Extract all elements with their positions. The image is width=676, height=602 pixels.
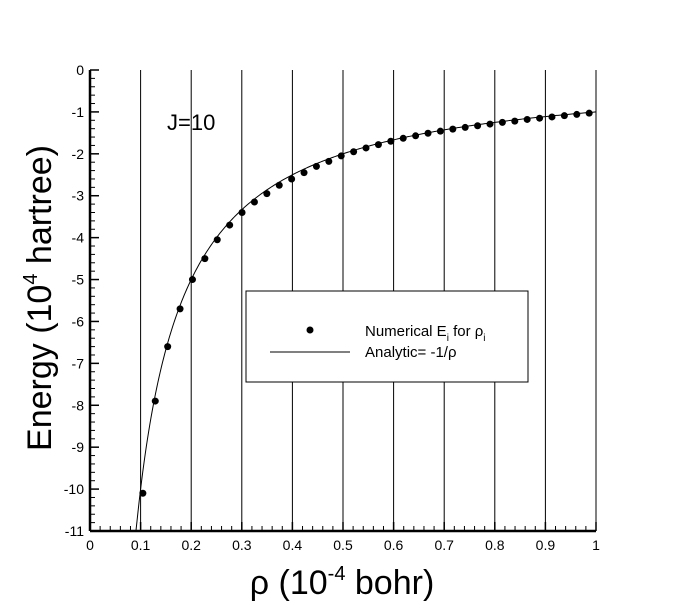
data-point: [374, 141, 382, 149]
data-point: [337, 152, 345, 160]
legend-label-numerical-sub1: i: [447, 333, 449, 344]
data-point: [226, 221, 234, 229]
y-tick-label: -4: [72, 230, 85, 246]
data-point: [523, 115, 531, 123]
y-tick-label: 0: [76, 62, 84, 78]
data-point: [151, 397, 159, 405]
x-tick-label: 0.5: [333, 537, 353, 553]
x-tick-labels: 0 0.1 0.2 0.3 0.4 0.5 0.6 0.7 0.8 0.9 1: [86, 537, 600, 553]
data-point: [486, 120, 494, 128]
y-tick-label: -2: [72, 146, 85, 162]
y-tick-label: -9: [72, 439, 85, 455]
data-point: [436, 127, 444, 135]
data-point: [474, 122, 482, 130]
data-point: [350, 148, 358, 156]
x-tick-label: 0.1: [131, 537, 151, 553]
data-point: [164, 343, 172, 351]
data-point: [213, 236, 221, 244]
x-tick-label: 0.3: [232, 537, 252, 553]
legend-box: [245, 290, 529, 383]
y-tick-labels: 0 -1 -2 -3 -4 -5 -6 -7 -8 -9 -10 -11: [64, 62, 84, 539]
y-tick-label: -3: [72, 188, 85, 204]
data-point: [275, 181, 283, 189]
data-point: [511, 117, 519, 125]
x-axis-ticks: [89, 522, 597, 531]
data-point: [536, 114, 544, 122]
data-point: [201, 255, 209, 263]
x-axis-title-main: ρ (10: [250, 564, 328, 602]
y-axis-title-main: Energy (10: [21, 285, 59, 451]
legend-label-numerical-mid: for ρ: [449, 323, 483, 340]
data-point: [139, 489, 147, 497]
y-tick-label: -11: [65, 523, 84, 539]
y-tick-label: -8: [72, 397, 85, 413]
data-point: [461, 123, 469, 131]
x-tick-label: 0.8: [485, 537, 505, 553]
data-point: [325, 157, 333, 165]
data-point: [250, 198, 258, 206]
annotation-j: J=10: [167, 110, 215, 135]
y-axis-title: Energy (104 hartree): [20, 145, 59, 451]
x-tick-label: 0.7: [434, 537, 454, 553]
legend-label-numerical: Numerical Ei for ρi: [365, 323, 486, 344]
y-tick-label: -10: [64, 481, 84, 497]
data-point: [498, 118, 506, 126]
data-point: [387, 137, 395, 145]
legend-marker-numerical: [306, 326, 314, 334]
x-axis-title-superscript: -4: [328, 563, 346, 585]
y-tick-label: -7: [72, 355, 85, 371]
data-point: [300, 169, 308, 177]
numerical-series: [139, 109, 593, 497]
data-point: [412, 132, 420, 140]
data-point: [288, 175, 296, 183]
data-point: [424, 129, 432, 137]
data-point: [560, 112, 568, 120]
y-axis-ticks: [90, 69, 99, 532]
x-axis-title: ρ (10-4 bohr): [250, 563, 435, 602]
x-tick-label: 1: [592, 537, 600, 553]
data-point: [176, 305, 184, 313]
data-point: [362, 144, 370, 152]
data-point: [238, 208, 246, 216]
data-point: [263, 190, 271, 198]
data-point: [312, 162, 320, 170]
y-axis-title-tail: hartree): [21, 145, 59, 274]
data-point: [449, 125, 457, 133]
x-tick-label: 0.6: [384, 537, 404, 553]
x-axis-title-tail: bohr): [345, 564, 434, 602]
legend-label-numerical-sub2: i: [483, 333, 485, 344]
legend-label-numerical-main: Numerical E: [365, 323, 447, 340]
x-tick-label: 0: [86, 537, 94, 553]
legend-label-analytic: Analytic= -1/ρ: [365, 344, 457, 361]
x-tick-label: 0.4: [283, 537, 303, 553]
x-tick-label: 0.2: [181, 537, 201, 553]
data-point: [573, 110, 581, 118]
y-axis-title-superscript: 4: [20, 274, 42, 285]
data-point: [548, 113, 556, 121]
data-point: [585, 109, 593, 117]
legend: Numerical Ei for ρi Analytic= -1/ρ: [245, 290, 529, 383]
y-tick-label: -5: [72, 272, 85, 288]
data-point: [188, 276, 196, 284]
y-tick-label: -6: [72, 313, 85, 329]
data-point: [399, 134, 407, 142]
x-tick-label: 0.9: [536, 537, 556, 553]
y-tick-label: -1: [72, 104, 85, 120]
